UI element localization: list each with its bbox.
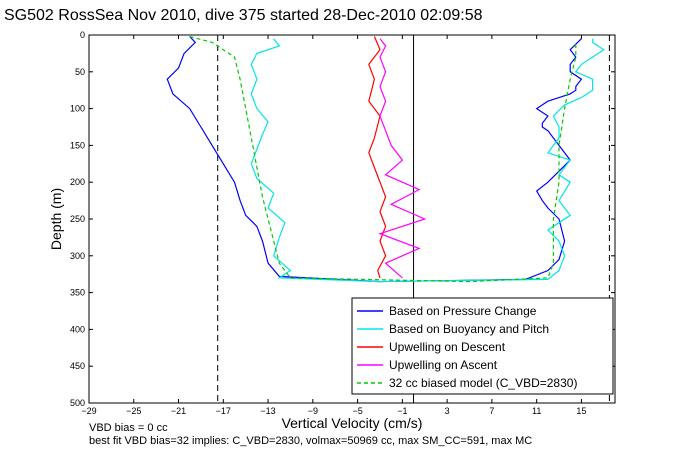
legend-label-upwelling-on-ascent: Upwelling on Ascent: [389, 358, 498, 372]
legend-label-based-on-pressure-change: Based on Pressure Change: [389, 304, 537, 318]
vbd-bias-note: VBD bias = 0 cc: [89, 422, 168, 434]
legend-label-upwelling-on-descent: Upwelling on Descent: [389, 340, 506, 354]
series-based-on-pressure-change: [166, 36, 583, 283]
x-tick-label: 3: [445, 406, 450, 416]
y-tick-label: 100: [70, 104, 85, 114]
x-axis-label: Vertical Velocity (cm/s): [282, 415, 423, 431]
x-tick-label: −21: [171, 406, 186, 416]
x-tick-label: −9: [308, 406, 318, 416]
x-tick-label: 11: [532, 406, 541, 416]
y-tick-label: 500: [70, 398, 85, 408]
y-tick-label: 50: [75, 67, 85, 77]
x-tick-label: −5: [352, 406, 362, 416]
series-32-cc-biased-model-c-vbd-2830: [189, 35, 577, 283]
best-fit-note: best fit VBD bias=32 implies: C_VBD=2830…: [89, 435, 532, 447]
y-tick-label: 300: [70, 251, 85, 261]
series-upwelling-on-ascent: [378, 38, 427, 279]
y-tick-label: 350: [70, 288, 85, 298]
y-tick-label: 200: [70, 177, 85, 187]
y-tick-label: 400: [70, 324, 85, 334]
x-tick-label: −25: [126, 406, 141, 416]
x-tick-label: −13: [260, 406, 275, 416]
y-tick-label: 0: [80, 30, 85, 40]
series-upwelling-on-descent: [368, 36, 387, 279]
y-tick-label: 150: [70, 140, 85, 150]
y-tick-label: 450: [70, 361, 85, 371]
legend-label-32-cc-biased-model-c-vbd-2830: 32 cc biased model (C_VBD=2830): [389, 376, 577, 390]
x-tick-label: 15: [576, 406, 586, 416]
y-axis-ticks: 0 50 100 150 200 250 300 350 400 450 500: [70, 30, 615, 408]
x-tick-label: −1: [397, 406, 407, 416]
y-tick-label: 250: [70, 214, 85, 224]
x-tick-label: −29: [81, 406, 96, 416]
chart-title: SG502 RossSea Nov 2010, dive 375 started…: [4, 7, 483, 24]
x-tick-label: −17: [216, 406, 231, 416]
y-axis-label: Depth (m): [48, 188, 64, 250]
series-layer: [166, 35, 605, 283]
legend-label-based-on-buoyancy-and-pitch: Based on Buoyancy and Pitch: [389, 322, 549, 336]
series-based-on-buoyancy-and-pitch: [250, 38, 605, 283]
legend-box: [351, 297, 614, 395]
x-tick-label: 7: [489, 406, 494, 416]
x-axis-ticks: −29 −25 −21 −17 −13 −9 −5 −1 3 7 11 15: [81, 35, 586, 416]
legend: Based on Pressure Change Based on Buoyanc…: [351, 297, 614, 395]
